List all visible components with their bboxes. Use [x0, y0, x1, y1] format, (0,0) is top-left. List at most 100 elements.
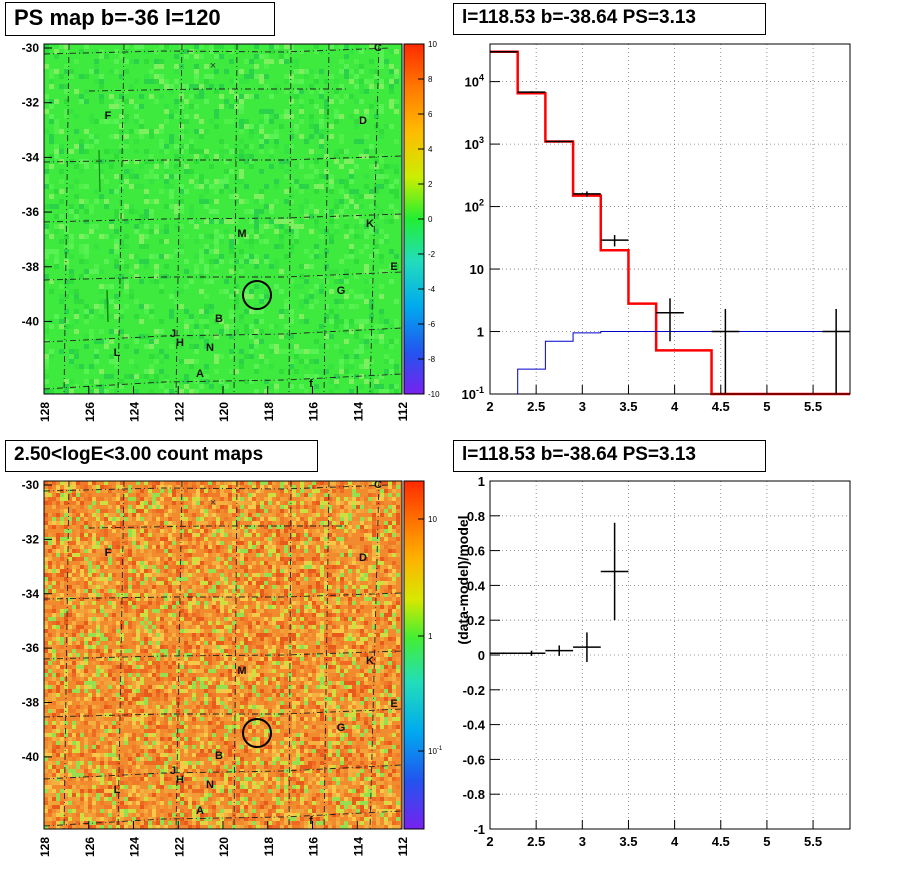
map-pixel: [168, 521, 172, 525]
map-pixel: [216, 573, 220, 577]
map-pixel: [289, 134, 294, 139]
map-pixel: [180, 693, 184, 697]
map-pixel: [156, 741, 160, 745]
map-pixel: [379, 284, 384, 289]
map-pixel: [248, 621, 252, 625]
map-pixel: [128, 489, 132, 493]
map-pixel: [176, 497, 180, 501]
map-pixel: [44, 661, 48, 665]
map-pixel: [224, 609, 228, 613]
map-pixel: [334, 384, 339, 389]
map-pixel: [116, 593, 120, 597]
map-pixel: [200, 657, 204, 661]
map-pixel: [192, 537, 196, 541]
map-pixel: [240, 493, 244, 497]
map-pixel: [164, 44, 169, 49]
map-pixel: [240, 805, 244, 809]
map-pixel: [60, 521, 64, 525]
map-pixel: [394, 104, 399, 109]
map-pixel: [236, 489, 240, 493]
map-pixel: [72, 569, 76, 573]
map-pixel: [69, 289, 74, 294]
map-pixel: [152, 729, 156, 733]
map-pixel: [304, 264, 309, 269]
map-pixel: [156, 609, 160, 613]
map-pixel: [119, 314, 124, 319]
map-pixel: [84, 497, 88, 501]
map-pixel: [44, 809, 48, 813]
map-pixel: [160, 785, 164, 789]
map-pixel: [112, 581, 116, 585]
map-pixel: [76, 673, 80, 677]
map-pixel: [244, 79, 249, 84]
map-pixel: [374, 44, 379, 49]
map-pixel: [344, 269, 349, 274]
map-pixel: [136, 697, 140, 701]
map-pixel: [196, 785, 200, 789]
map-pixel: [304, 319, 309, 324]
map-pixel: [214, 234, 219, 239]
map-pixel: [119, 284, 124, 289]
map-pixel: [228, 821, 232, 825]
map-pixel: [76, 581, 80, 585]
map-pixel: [76, 577, 80, 581]
map-pixel: [119, 179, 124, 184]
map-pixel: [124, 805, 128, 809]
map-pixel: [344, 64, 349, 69]
map-pixel: [152, 625, 156, 629]
map-pixel: [219, 259, 224, 264]
map-pixel: [156, 569, 160, 573]
map-pixel: [220, 489, 224, 493]
map-pixel: [240, 549, 244, 553]
map-pixel: [172, 765, 176, 769]
map-pixel: [120, 517, 124, 521]
map-pixel: [72, 589, 76, 593]
map-pixel: [184, 761, 188, 765]
map-pixel: [129, 169, 134, 174]
map-pixel: [339, 84, 344, 89]
map-pixel: [124, 139, 129, 144]
map-pixel: [104, 613, 108, 617]
map-pixel: [92, 601, 96, 605]
map-pixel: [108, 665, 112, 669]
map-pixel: [180, 629, 184, 633]
map-pixel: [68, 761, 72, 765]
map-pixel: [339, 59, 344, 64]
map-pixel: [228, 557, 232, 561]
map-pixel: [64, 669, 68, 673]
map-pixel: [59, 239, 64, 244]
map-pixel: [108, 573, 112, 577]
map-pixel: [196, 701, 200, 705]
map-pixel: [120, 661, 124, 665]
map-pixel: [254, 264, 259, 269]
map-pixel: [339, 319, 344, 324]
map-pixel: [134, 389, 139, 394]
map-pixel: [52, 789, 56, 793]
map-pixel: [192, 585, 196, 589]
map-pixel: [144, 581, 148, 585]
map-pixel: [108, 773, 112, 777]
map-pixel: [240, 597, 244, 601]
map-pixel: [220, 497, 224, 501]
map-pixel: [184, 497, 188, 501]
map-pixel: [192, 817, 196, 821]
map-pixel: [196, 765, 200, 769]
map-pixel: [164, 649, 168, 653]
map-pixel: [152, 593, 156, 597]
map-pixel: [116, 629, 120, 633]
map-pixel: [92, 481, 96, 485]
map-pixel: [192, 765, 196, 769]
map-pixel: [100, 637, 104, 641]
map-pixel: [220, 805, 224, 809]
map-pixel: [148, 821, 152, 825]
map-pixel: [212, 525, 216, 529]
map-pixel: [120, 721, 124, 725]
map-pixel: [329, 189, 334, 194]
map-pixel: [84, 769, 88, 773]
map-pixel: [84, 149, 89, 154]
map-pixel: [72, 785, 76, 789]
map-pixel: [294, 234, 299, 239]
map-pixel: [112, 545, 116, 549]
map-pixel: [88, 581, 92, 585]
